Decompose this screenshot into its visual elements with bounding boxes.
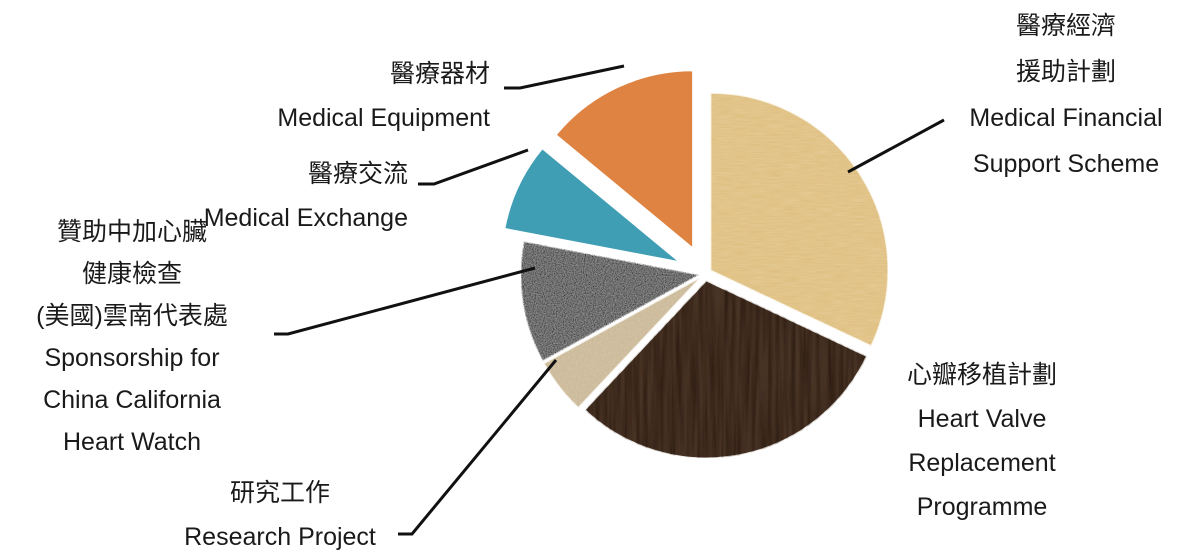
slice-label-line: Support Scheme (973, 150, 1159, 178)
slice-label-line: Medical Exchange (204, 204, 408, 232)
slice-label-line: 研究工作 (230, 479, 330, 507)
pie-slice-medical-exchange (504, 148, 680, 263)
slice-label-line: 醫療交流 (308, 160, 408, 188)
slice-label-line: 醫療器材 (390, 60, 490, 88)
slice-label-research-project: 研究工作 Research Project (184, 479, 376, 551)
slice-label-medical-equipment: 醫療器材 Medical Equipment (277, 60, 490, 132)
slice-label-line: 援助計劃 (1016, 58, 1116, 86)
leader-line-medical-equipment (504, 64, 625, 90)
slice-label-line: (美國)雲南代表處 (36, 302, 228, 330)
slice-label-line: Heart Valve (918, 405, 1047, 433)
pie-slice-support-scheme (710, 92, 889, 347)
leader-line-medical-exchange (418, 148, 529, 186)
pie-slice-programme (584, 280, 868, 459)
slice-label-line: China California (43, 386, 221, 414)
slice-label-line: Medical Financial (969, 104, 1162, 132)
slice-label-medical-exchange: 醫療交流 Medical Exchange (204, 160, 408, 232)
slice-label-line: 贊助中加心臟 (57, 218, 207, 246)
slice-label-line: Replacement (908, 449, 1055, 477)
pie-slices (504, 70, 889, 459)
slice-label-support-scheme: 醫療經濟援助計劃 Medical Financial Support Scheme (969, 12, 1162, 178)
slice-label-line: 心瓣移植計劃 (907, 361, 1057, 389)
slice-label-programme: 心瓣移植計劃 Heart Valve Replacement Programme (907, 361, 1057, 521)
leader-line-research-project (398, 359, 558, 536)
leader-line-support-scheme (847, 118, 945, 174)
slice-label-line: 健康檢查 (82, 260, 182, 288)
leader-lines (274, 64, 945, 536)
pie-slice-medical-equipment (555, 70, 694, 249)
slice-label-line: Programme (917, 493, 1048, 521)
slice-label-line: Research Project (184, 523, 376, 551)
slice-label-line: Medical Equipment (277, 104, 490, 132)
slice-labels: 醫療經濟援助計劃 Medical Financial Support Scheme 心… (36, 12, 1162, 551)
slice-label-line: Sponsorship for (44, 344, 219, 372)
pie-slice-heart-watch (520, 241, 700, 362)
pie-slice-research-project (543, 277, 700, 409)
leader-line-heart-watch (274, 266, 536, 336)
slice-label-line: Heart Watch (63, 428, 201, 456)
slice-label-line: 醫療經濟 (1016, 12, 1116, 40)
slice-label-heart-watch: 贊助中加心臟健康檢查 (美國)雲南代表處 Sponsorship for China … (36, 218, 228, 456)
